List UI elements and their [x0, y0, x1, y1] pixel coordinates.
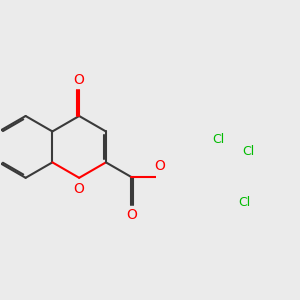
Text: O: O — [74, 73, 85, 87]
Text: Cl: Cl — [243, 145, 255, 158]
Text: O: O — [154, 159, 165, 173]
Text: Cl: Cl — [238, 196, 250, 208]
Text: O: O — [74, 182, 85, 196]
Text: O: O — [126, 208, 137, 222]
Text: Cl: Cl — [212, 133, 224, 146]
